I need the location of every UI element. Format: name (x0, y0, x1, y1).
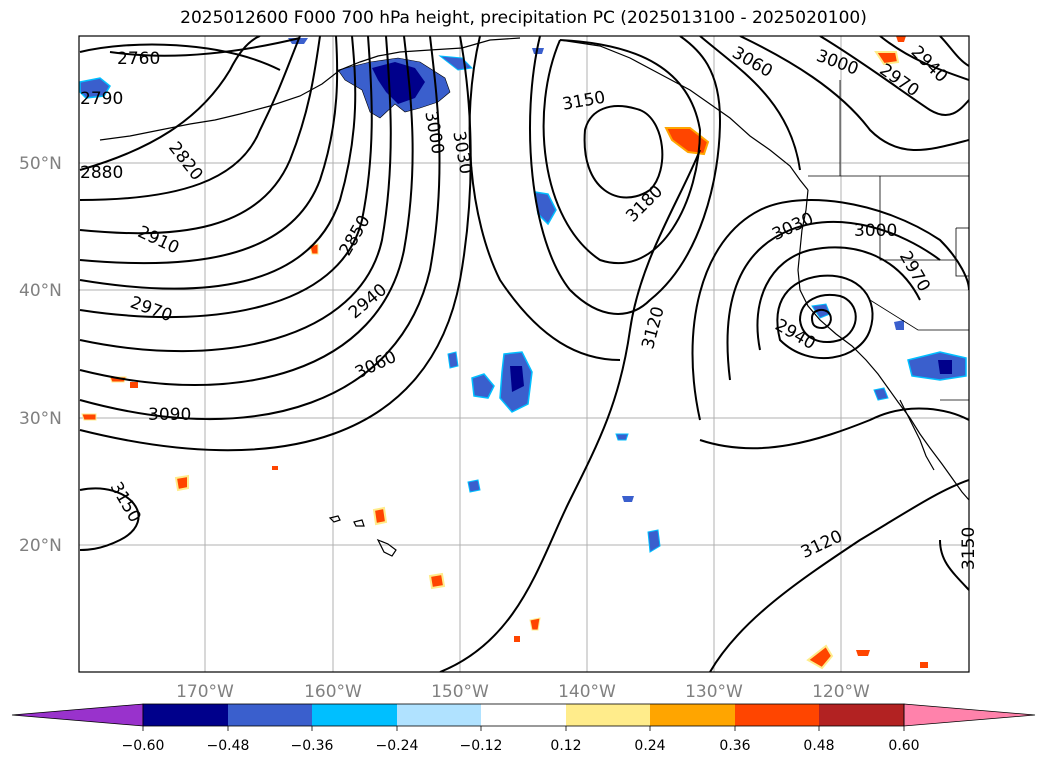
map-frame-bg (79, 36, 969, 672)
precip-positive-blobs (81, 36, 928, 670)
colorbar-tick: 0.48 (803, 738, 834, 754)
colorbar: −0.60 −0.48 −0.36 −0.24 −0.12 0.12 0.24 … (11, 703, 1036, 754)
lon-label-170w: 170°W (176, 682, 234, 702)
colorbar-tick: 0.12 (550, 738, 581, 754)
colorbar-segment (312, 704, 397, 726)
contour-label: 2760 (117, 49, 160, 69)
colorbar-segment (481, 704, 566, 726)
lat-label-20n: 20°N (19, 536, 62, 556)
lat-labels: 50°N 40°N 30°N 20°N (19, 154, 62, 556)
colorbar-tick: −0.48 (207, 738, 250, 754)
colorbar-tick: 0.36 (719, 738, 750, 754)
gridlines (79, 36, 969, 672)
colorbar-segment (735, 704, 819, 726)
colorbar-segment (397, 704, 481, 726)
contour-label: 2880 (80, 163, 123, 183)
colorbar-segment (819, 704, 904, 726)
lat-label-30n: 30°N (19, 409, 62, 429)
contour-label: 3090 (148, 405, 191, 425)
lon-label-160w: 160°W (304, 682, 362, 702)
contour-label: 3000 (854, 221, 897, 241)
lat-label-50n: 50°N (19, 154, 62, 174)
colorbar-segment (650, 704, 735, 726)
lon-label-120w: 120°W (812, 682, 870, 702)
colorbar-segment (566, 704, 650, 726)
contour-label: 3150 (959, 527, 979, 570)
colorbar-tick: 0.24 (634, 738, 665, 754)
colorbar-tick: −0.60 (122, 738, 165, 754)
colorbar-segment (228, 704, 312, 726)
colorbar-segment (143, 704, 228, 726)
lon-label-140w: 140°W (558, 682, 616, 702)
lon-labels: 170°W 160°W 150°W 140°W 130°W 120°W (176, 682, 870, 702)
lat-label-40n: 40°N (19, 281, 62, 301)
colorbar-tick: 0.60 (888, 738, 919, 754)
colorbar-extend-high (903, 703, 1036, 727)
map-border (78, 35, 970, 673)
borders (808, 80, 969, 401)
precip-negative-blobs (79, 38, 967, 553)
colorbar-tick: −0.12 (460, 738, 503, 754)
colorbar-tick: −0.24 (376, 738, 419, 754)
contour-label: 2790 (80, 89, 123, 109)
colorbar-tick: −0.36 (291, 738, 334, 754)
lon-label-150w: 150°W (431, 682, 489, 702)
lon-label-130w: 130°W (685, 682, 743, 702)
height-contours (79, 36, 969, 672)
map-title: 2025012600 F000 700 hPa height, precipit… (180, 8, 867, 28)
colorbar-extend-low (11, 703, 144, 727)
